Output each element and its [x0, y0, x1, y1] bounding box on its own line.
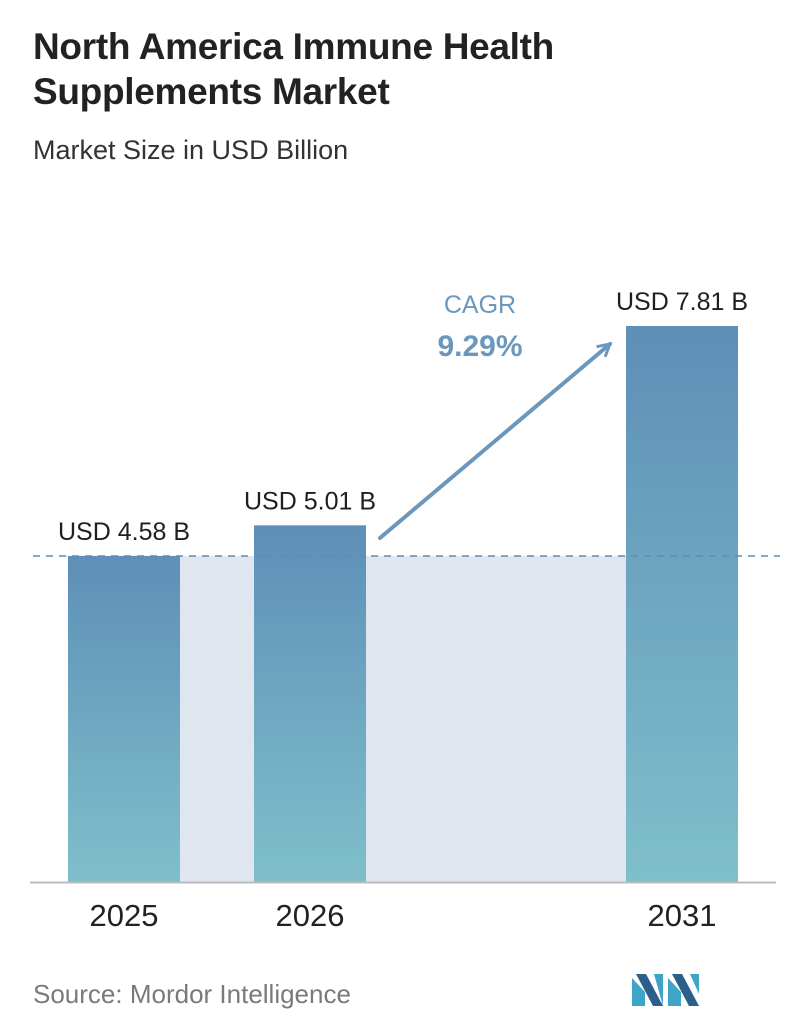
x-tick-label-2031: 2031 [648, 898, 717, 933]
data-label-2026: USD 5.01 B [244, 487, 376, 515]
source-note: Source: Mordor Intelligence [33, 979, 351, 1009]
cagr-arrow [378, 342, 610, 540]
bar-2031 [626, 326, 738, 882]
bar-2025 [68, 555, 180, 882]
bar-2026 [254, 525, 366, 882]
chart-subtitle: Market Size in USD Billion [33, 135, 349, 165]
cagr-value: 9.29% [437, 330, 522, 363]
x-tick-label-2026: 2026 [276, 898, 345, 933]
mordor-intelligence-logo-icon [632, 974, 699, 1006]
cagr-label: CAGR [444, 291, 516, 319]
data-label-2031: USD 7.81 B [616, 288, 748, 316]
chart-title: North America Immune Health Supplements … [33, 26, 554, 112]
data-label-2025: USD 4.58 B [58, 518, 190, 546]
x-tick-label-2025: 2025 [90, 898, 159, 933]
